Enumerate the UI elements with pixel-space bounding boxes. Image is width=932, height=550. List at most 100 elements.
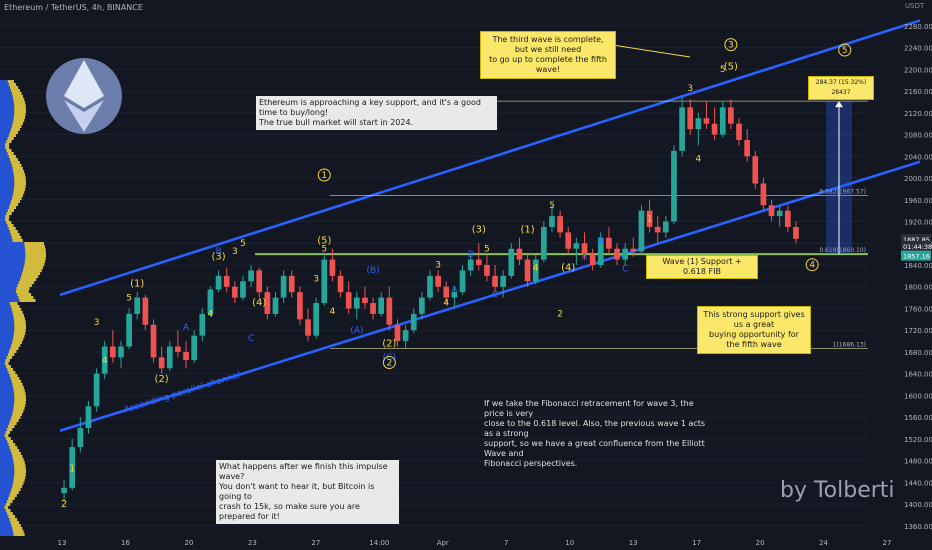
volume-bar bbox=[16, 287, 30, 290]
candle-body bbox=[630, 248, 637, 252]
x-tick-label: 27 bbox=[311, 539, 320, 547]
volume-bar bbox=[0, 485, 13, 488]
x-tick-label: 7 bbox=[504, 539, 508, 547]
volume-bar bbox=[19, 299, 36, 302]
volume-bar bbox=[0, 236, 12, 239]
wave-label: (2) bbox=[155, 374, 169, 385]
volume-bar bbox=[0, 512, 8, 515]
circled-wave-label: 4 bbox=[809, 261, 815, 271]
volume-bar bbox=[0, 86, 10, 89]
wave-label: (3) bbox=[211, 252, 225, 263]
note-fibonacci: If we take the Fibonacci retracement for… bbox=[484, 399, 706, 468]
correction-label: B bbox=[215, 247, 221, 257]
candle-body bbox=[248, 270, 254, 282]
candle-body bbox=[541, 226, 547, 260]
sub-wave-label: 4 bbox=[330, 307, 336, 317]
volume-bar bbox=[0, 404, 14, 407]
volume-bar bbox=[0, 302, 10, 305]
circled-wave-label: 2 bbox=[386, 359, 392, 369]
volume-bar bbox=[0, 389, 14, 392]
volume-bar bbox=[12, 95, 24, 98]
volume-bar bbox=[8, 443, 16, 446]
volume-bar bbox=[0, 137, 8, 140]
sub-wave-label: 3 bbox=[232, 247, 238, 257]
volume-bar bbox=[12, 239, 23, 242]
volume-bar bbox=[13, 332, 26, 335]
volume-bar bbox=[13, 314, 24, 317]
candle-body bbox=[736, 123, 742, 140]
volume-bar bbox=[11, 125, 22, 128]
y-tick-label: 1640.00 bbox=[904, 371, 932, 379]
volume-bar bbox=[11, 236, 22, 239]
volume-bar bbox=[0, 281, 19, 284]
x-tick-label: 16 bbox=[121, 539, 130, 547]
volume-bar bbox=[12, 311, 23, 314]
sub-wave-label: 4 bbox=[533, 263, 539, 273]
candle-body bbox=[728, 107, 734, 124]
volume-bar bbox=[0, 338, 13, 341]
volume-bar bbox=[0, 185, 15, 188]
volume-bar bbox=[17, 293, 32, 296]
volume-bar bbox=[7, 425, 15, 428]
volume-bar bbox=[0, 530, 13, 533]
volume-bar bbox=[0, 170, 14, 173]
volume-bar bbox=[0, 431, 6, 434]
candle-body bbox=[321, 259, 328, 304]
volume-bar bbox=[0, 479, 14, 482]
y-tick-label: 1760.00 bbox=[904, 305, 932, 313]
circled-wave-label: 5 bbox=[842, 46, 848, 56]
volume-bar bbox=[0, 452, 12, 455]
wave-label: (1) bbox=[520, 224, 534, 235]
volume-bar bbox=[0, 341, 13, 344]
candles bbox=[61, 96, 799, 502]
volume-bar bbox=[12, 455, 23, 458]
volume-bar bbox=[13, 476, 26, 479]
volume-bar bbox=[0, 299, 20, 302]
volume-bar bbox=[0, 446, 10, 449]
volume-bar bbox=[0, 515, 9, 518]
watermark: by Tolberti bbox=[780, 478, 895, 503]
volume-bar bbox=[11, 344, 21, 347]
volume-bar bbox=[9, 422, 17, 425]
volume-bar bbox=[10, 347, 19, 350]
volume-bar bbox=[12, 413, 23, 416]
y-tick-label: 1520.00 bbox=[904, 436, 932, 444]
volume-bar bbox=[0, 134, 9, 137]
candle-body bbox=[183, 351, 189, 361]
volume-bar bbox=[5, 431, 10, 434]
volume-bar bbox=[14, 473, 26, 476]
volume-bar bbox=[6, 212, 12, 215]
volume-bar bbox=[0, 521, 11, 524]
volume-bar bbox=[6, 149, 12, 152]
x-tick-label: 24 bbox=[819, 539, 828, 547]
volume-bar bbox=[0, 491, 11, 494]
volume-bar bbox=[0, 509, 6, 512]
x-tick-label: 27 bbox=[883, 539, 892, 547]
volume-bar bbox=[0, 422, 10, 425]
volume-bar bbox=[22, 272, 41, 275]
volume-bar bbox=[0, 392, 15, 395]
volume-bar bbox=[12, 410, 24, 413]
note-after-impulse: What happens after we finish this impuls… bbox=[216, 460, 399, 524]
volume-bar bbox=[10, 305, 20, 308]
y-tick-label: 2240.00 bbox=[904, 45, 932, 53]
candle-body bbox=[695, 118, 702, 130]
candle-body bbox=[199, 313, 206, 336]
volume-bar bbox=[0, 449, 11, 452]
volume-bar bbox=[13, 101, 26, 104]
volume-bar bbox=[0, 365, 6, 368]
correction-label: C bbox=[492, 291, 498, 301]
wave-circle bbox=[317, 168, 331, 182]
volume-bar bbox=[0, 395, 15, 398]
volume-bar bbox=[6, 140, 12, 143]
candle-body bbox=[744, 139, 750, 157]
circled-wave-label: 1 bbox=[321, 171, 327, 181]
volume-bar bbox=[8, 134, 16, 137]
wave-label: (4) bbox=[252, 298, 266, 309]
volume-bar bbox=[0, 383, 13, 386]
measure-box: 284.37 (15.32%) 28437 bbox=[808, 76, 874, 100]
volume-bar bbox=[0, 527, 13, 530]
support-label: Wave (1) Support + 0.618 FIB bbox=[646, 255, 758, 279]
volume-bar bbox=[0, 458, 14, 461]
